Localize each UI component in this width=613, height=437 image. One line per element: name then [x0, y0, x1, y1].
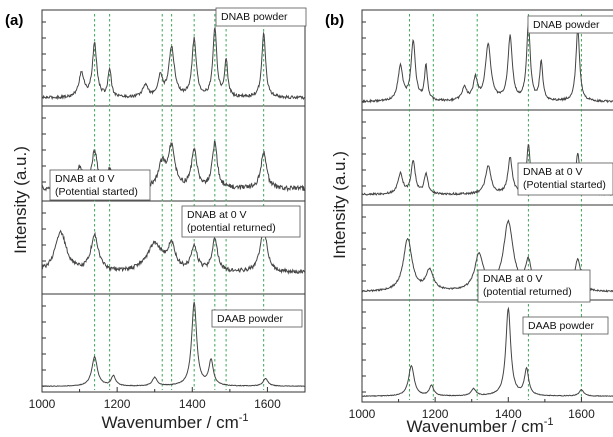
- x-axis-title-superscript: -1: [544, 416, 554, 428]
- trace-label-box: [215, 7, 307, 27]
- trace-label: (potential returned): [187, 222, 276, 234]
- trace-label: (Potential started): [55, 186, 138, 198]
- trace-label: DNAB powder: [533, 19, 600, 31]
- trace-label: (potential returned): [483, 286, 572, 298]
- spectrum-trace: [41, 25, 305, 101]
- trace-label-box: [517, 162, 613, 196]
- x-tick-label: 1200: [422, 407, 449, 421]
- trace-label-box: [522, 316, 609, 335]
- panel-label: (b): [325, 12, 344, 29]
- trace-label: DAAB powder: [528, 320, 594, 332]
- x-axis-title: Wavenumber / cm-1: [101, 412, 248, 432]
- x-tick-label: 1400: [495, 407, 522, 421]
- trace-label: DNAB at 0 V: [55, 173, 115, 185]
- trace-label-box: [527, 15, 613, 34]
- trace-label-box: [49, 169, 151, 201]
- plot-frame: [361, 9, 613, 403]
- y-axis-title: Intensity (a.u.): [330, 151, 349, 259]
- y-axis-title: Intensity (a.u.): [11, 146, 30, 254]
- x-axis-title-superscript: -1: [239, 412, 249, 424]
- spectrum-trace: [41, 226, 306, 275]
- spectrum-trace: [361, 22, 613, 104]
- trace-label: DNAB powder: [221, 11, 288, 23]
- x-tick-label: 1600: [254, 397, 281, 411]
- x-tick-label: 1600: [568, 407, 595, 421]
- spectrum-trace: [41, 302, 305, 388]
- x-tick-label: 1200: [104, 397, 131, 411]
- panel-label: (a): [5, 12, 23, 29]
- x-tick-label: 1000: [349, 407, 376, 421]
- trace-label: DAAB powder: [217, 313, 283, 325]
- trace-label: DNAB at 0 V: [483, 273, 543, 285]
- spectrum-trace: [361, 306, 613, 397]
- trace-label: DNAB at 0 V: [187, 209, 247, 221]
- trace-label-box: [211, 309, 303, 328]
- x-axis-title: Wavenumber / cm-1: [406, 416, 553, 436]
- trace-label: (Potential started): [523, 179, 606, 191]
- x-tick-label: 1400: [179, 397, 206, 411]
- trace-label-box: [181, 205, 301, 238]
- x-tick-label: 1000: [29, 397, 56, 411]
- trace-label: DNAB at 0 V: [523, 166, 583, 178]
- trace-label-box: [477, 269, 591, 303]
